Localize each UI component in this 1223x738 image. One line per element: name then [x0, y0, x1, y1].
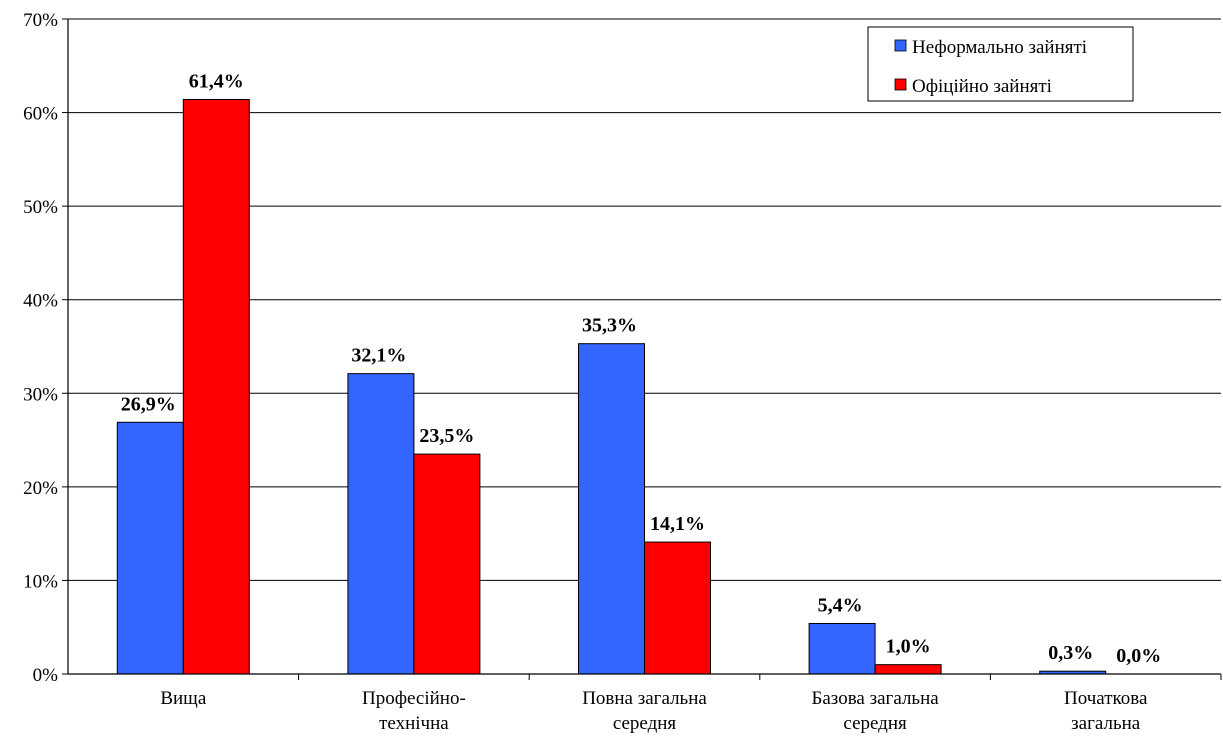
y-tick-label: 70% [23, 10, 58, 31]
y-tick-label: 40% [23, 291, 58, 312]
category-label: середня [613, 713, 677, 734]
category-label: Вища [160, 688, 206, 709]
data-label: 14,1% [650, 513, 705, 535]
data-label: 35,3% [582, 315, 637, 337]
y-axis-tick-labels: 0% 10% 20% 30% 40% 50% 60% 70% [23, 10, 58, 686]
bar-informal [116, 421, 184, 675]
data-label: 5,4% [818, 594, 863, 616]
legend-box [867, 26, 1134, 102]
legend-swatch-official [894, 78, 907, 91]
y-tick-label: 30% [23, 384, 58, 405]
bar-official [644, 541, 711, 675]
data-label: 23,5% [419, 425, 474, 447]
data-labels: 26,9% 61,4% 32,1% 23,5% 35,3% 14,1% 5,4% 1,0% 0,… [121, 70, 1161, 667]
y-tick-label: 60% [23, 104, 58, 125]
bar-informal [808, 622, 876, 675]
category-label: Базова загальна [811, 688, 939, 709]
legend-label-official: Офіційно зайняті [912, 76, 1052, 97]
bars [116, 98, 1107, 675]
legend: Неформально зайняті Офіційно зайняті [867, 26, 1134, 102]
category-label: Повна загальна [582, 688, 707, 709]
axes [62, 18, 1222, 680]
category-label: Професійно- [362, 688, 466, 709]
y-tick-label: 20% [23, 478, 58, 499]
bar-official [413, 453, 481, 675]
data-label: 32,1% [351, 345, 406, 367]
category-label: Початкова [1064, 688, 1148, 709]
legend-swatch-informal [894, 39, 907, 52]
data-label: 1,0% [886, 636, 931, 658]
category-label: середня [843, 713, 907, 734]
y-tick-label: 10% [23, 571, 58, 592]
category-label: загальна [1071, 713, 1141, 734]
data-label: 0,3% [1048, 642, 1093, 664]
bar-informal [578, 343, 645, 675]
bar-official [182, 98, 250, 675]
data-label: 61,4% [189, 70, 244, 92]
bar-informal [347, 373, 415, 675]
data-label: 26,9% [121, 393, 176, 415]
category-label: технічна [379, 713, 449, 734]
bar-official [874, 664, 942, 675]
data-label: 0,0% [1116, 645, 1161, 667]
legend-label-informal: Неформально зайняті [912, 37, 1087, 58]
y-tick-label: 0% [33, 665, 59, 686]
y-tick-label: 50% [23, 197, 58, 218]
x-axis-category-labels: Вища Професійно-технічна Повна загальна сер… [160, 688, 1148, 734]
